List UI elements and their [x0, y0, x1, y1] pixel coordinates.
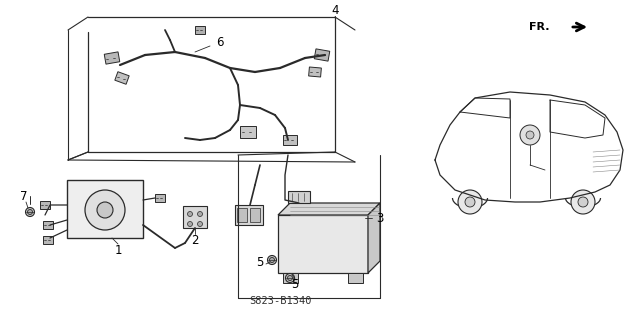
Polygon shape [278, 215, 368, 273]
Polygon shape [240, 126, 256, 138]
Polygon shape [308, 67, 321, 77]
Circle shape [26, 207, 35, 217]
Bar [283, 273, 298, 283]
Circle shape [97, 202, 113, 218]
Polygon shape [283, 135, 297, 145]
Text: 2: 2 [191, 234, 199, 247]
Circle shape [287, 276, 292, 280]
Circle shape [198, 211, 202, 217]
Polygon shape [368, 203, 380, 273]
Circle shape [285, 273, 294, 283]
Text: 4: 4 [332, 4, 339, 17]
Bar [183, 206, 207, 228]
Circle shape [578, 197, 588, 207]
Circle shape [269, 257, 275, 263]
Bar [288, 191, 310, 203]
Text: 6: 6 [216, 35, 224, 48]
Bar [67, 180, 143, 238]
Circle shape [520, 125, 540, 145]
Text: 5: 5 [256, 256, 264, 269]
Circle shape [188, 211, 193, 217]
Text: FR.: FR. [529, 22, 550, 32]
Bar [348, 273, 363, 283]
Text: S823-B1340: S823-B1340 [250, 296, 312, 306]
Circle shape [526, 131, 534, 139]
Polygon shape [115, 72, 129, 84]
Bar [250, 208, 260, 222]
Circle shape [465, 197, 475, 207]
Text: 7: 7 [20, 189, 28, 203]
Polygon shape [40, 201, 50, 209]
Text: 3: 3 [376, 211, 384, 225]
Polygon shape [43, 221, 53, 229]
Text: 5: 5 [291, 278, 299, 292]
Bar [237, 208, 247, 222]
Polygon shape [104, 52, 120, 64]
Circle shape [458, 190, 482, 214]
Polygon shape [314, 49, 330, 61]
Circle shape [188, 221, 193, 226]
Polygon shape [195, 26, 205, 34]
Circle shape [28, 210, 33, 214]
Polygon shape [278, 203, 380, 215]
Circle shape [85, 190, 125, 230]
Circle shape [268, 256, 276, 264]
Bar [235, 205, 263, 225]
Circle shape [198, 221, 202, 226]
Polygon shape [43, 236, 53, 244]
Circle shape [571, 190, 595, 214]
Polygon shape [155, 194, 165, 202]
Text: 1: 1 [115, 243, 122, 256]
